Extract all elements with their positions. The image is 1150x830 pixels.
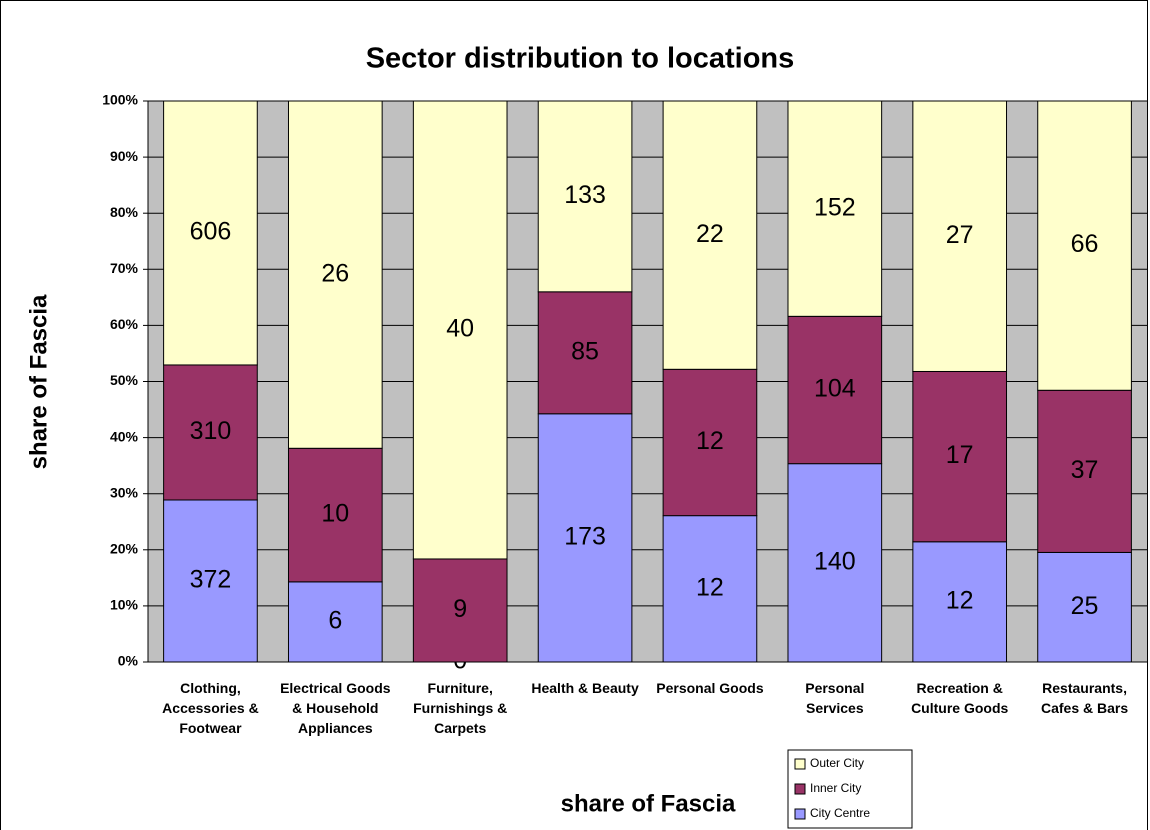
x-axis-label: share of Fascia bbox=[561, 790, 736, 817]
x-tick-label: Electrical Goods & Household Appliances bbox=[280, 680, 391, 736]
data-label: 27 bbox=[946, 221, 974, 249]
data-label: 17 bbox=[946, 441, 974, 469]
data-label: 37 bbox=[1071, 456, 1099, 484]
data-label: 12 bbox=[696, 573, 724, 601]
x-tick-label: Recreation & Culture Goods bbox=[911, 680, 1009, 716]
y-tick-label: 80% bbox=[110, 204, 139, 220]
legend-label: City Centre bbox=[810, 806, 870, 820]
x-tick-label: Restaurants, Cafes & Bars bbox=[1040, 680, 1129, 716]
y-tick-label: 10% bbox=[110, 597, 139, 613]
chart-title: Sector distribution to locations bbox=[366, 43, 795, 75]
x-tick-label: Clothing, Accessories & Footwear bbox=[162, 680, 259, 736]
y-tick-label: 90% bbox=[110, 148, 139, 164]
y-tick-label: 40% bbox=[110, 428, 139, 444]
y-tick-label: 0% bbox=[118, 653, 139, 669]
data-label: 372 bbox=[190, 566, 232, 594]
x-tick-label: Furniture, Furnishings & Carpets bbox=[413, 680, 508, 736]
bar-segment bbox=[412, 100, 508, 560]
data-label: 66 bbox=[1071, 230, 1099, 258]
data-label: 85 bbox=[571, 337, 599, 365]
legend-swatch bbox=[794, 808, 806, 820]
legend-label: Inner City bbox=[810, 781, 861, 795]
data-label: 6 bbox=[328, 607, 342, 635]
x-tick-label: Health & Beauty bbox=[531, 680, 639, 696]
bar-segment bbox=[163, 100, 258, 366]
bar-segment bbox=[163, 364, 258, 501]
data-label: 104 bbox=[814, 375, 856, 403]
legend-box bbox=[787, 749, 913, 829]
y-tick-label: 50% bbox=[110, 372, 139, 388]
data-label: 140 bbox=[814, 547, 856, 575]
legend-swatch bbox=[794, 758, 806, 770]
data-label: 12 bbox=[696, 427, 724, 455]
bar-segment bbox=[1037, 100, 1132, 391]
bar-segment bbox=[537, 291, 633, 415]
x-tick-label: Personal Goods bbox=[656, 680, 764, 696]
data-label: 310 bbox=[190, 417, 232, 445]
bar-segment bbox=[787, 100, 883, 317]
data-label: 40 bbox=[446, 315, 474, 343]
legend-swatch bbox=[794, 783, 806, 795]
bar-segment bbox=[287, 100, 383, 449]
data-label: 26 bbox=[321, 259, 349, 287]
x-tick-label: Personal Services bbox=[805, 680, 865, 716]
y-tick-label: 20% bbox=[110, 541, 139, 557]
y-tick-label: 60% bbox=[110, 316, 139, 332]
data-label: 606 bbox=[190, 218, 232, 246]
bar-segment bbox=[287, 447, 383, 583]
bar-segment bbox=[537, 100, 633, 293]
bar-segment bbox=[287, 581, 383, 663]
y-axis-label: share of Fascia bbox=[25, 294, 52, 469]
bar-segment bbox=[1037, 551, 1132, 663]
data-label: 22 bbox=[696, 220, 724, 248]
bar-segment bbox=[912, 100, 1008, 372]
bar-segment bbox=[662, 515, 758, 663]
y-tick-label: 30% bbox=[110, 484, 139, 500]
bar-segment bbox=[662, 100, 758, 370]
y-tick-label: 70% bbox=[110, 260, 139, 276]
data-label: 173 bbox=[564, 523, 606, 551]
data-label: 25 bbox=[1071, 592, 1099, 620]
bar-segment bbox=[412, 558, 508, 663]
bar-segment bbox=[787, 463, 883, 663]
data-label: 133 bbox=[564, 181, 606, 209]
bar-segment bbox=[912, 370, 1008, 543]
y-tick-label: 100% bbox=[102, 92, 138, 108]
data-label: 9 bbox=[453, 595, 467, 623]
legend-label: Outer City bbox=[810, 756, 864, 770]
bar-segment bbox=[912, 541, 1008, 663]
bar-segment bbox=[537, 413, 633, 663]
data-label: 12 bbox=[946, 587, 974, 615]
data-label: 10 bbox=[321, 500, 349, 528]
data-label: 152 bbox=[814, 193, 856, 221]
